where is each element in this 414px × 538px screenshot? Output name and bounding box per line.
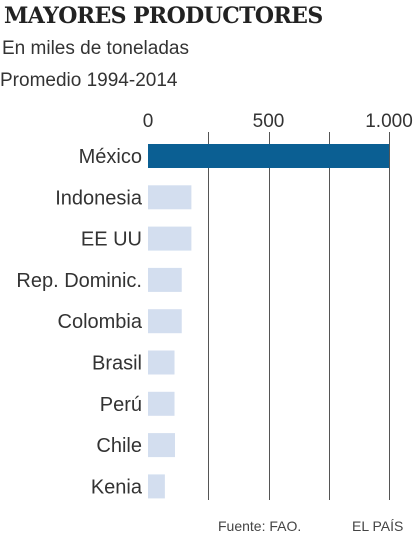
x-tick-label: 500 — [253, 111, 285, 132]
bar — [148, 226, 192, 251]
grid-layer — [208, 132, 390, 500]
bar — [148, 350, 175, 375]
x-tick-label: 0 — [143, 111, 154, 132]
chart-title: MAYORES PRODUCTORES — [4, 3, 323, 29]
category-label: Perú — [100, 394, 142, 416]
label-layer: México Indonesia EE UU Rep. Dominic. Colombi… — [16, 146, 142, 498]
x-tick-label: 1.000 — [365, 111, 413, 132]
bar — [148, 474, 165, 499]
bar — [148, 144, 389, 168]
category-label: Brasil — [92, 353, 142, 375]
category-label: Kenia — [91, 476, 143, 498]
bar-layer — [148, 144, 389, 499]
category-label: Colombia — [58, 311, 143, 333]
tick-layer: 0 500 1.000 — [143, 111, 413, 132]
bar — [148, 433, 175, 458]
bar — [148, 185, 192, 210]
category-label: EE UU — [81, 229, 142, 251]
source-note: Fuente: FAO. — [218, 518, 302, 534]
chart-subtitle: En miles de toneladas — [2, 38, 189, 59]
bar — [148, 309, 182, 334]
bar — [148, 391, 175, 416]
category-label: Rep. Dominic. — [16, 270, 142, 292]
category-label: México — [79, 146, 142, 168]
bar — [148, 267, 182, 292]
brand-label: EL PAÍS — [352, 518, 404, 534]
chart-period: Promedio 1994-2014 — [0, 70, 178, 91]
category-label: Chile — [96, 435, 142, 457]
category-label: Indonesia — [55, 187, 143, 209]
